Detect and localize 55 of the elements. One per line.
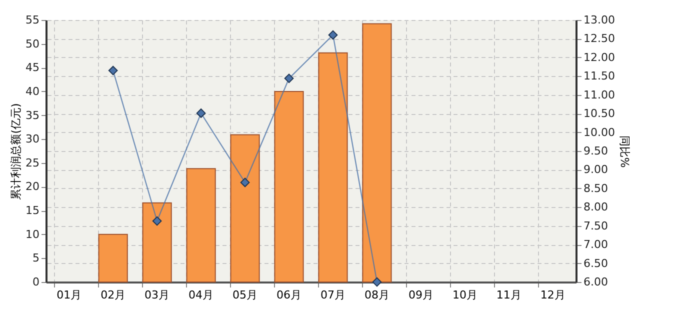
y2-tick-label: 11.50 xyxy=(584,70,615,83)
y-axis-title: 累计利润总额(亿元) xyxy=(10,103,23,200)
x-tick-label: 07月 xyxy=(320,288,346,302)
x-tick-label: 06月 xyxy=(276,288,302,302)
y-tick-label: 20 xyxy=(26,180,40,194)
x-tick-label: 12月 xyxy=(540,288,566,302)
y2-axis-title: 同比% xyxy=(618,135,631,168)
y-tick-label: 5 xyxy=(32,252,40,265)
point xyxy=(284,74,294,84)
x-tick-label: 02月 xyxy=(100,288,126,302)
point xyxy=(108,66,118,76)
bar xyxy=(186,168,216,282)
y2-tick-label: 10.00 xyxy=(584,126,615,139)
bar xyxy=(98,234,128,282)
y2-tick-label: 7.00 xyxy=(584,238,608,252)
bar xyxy=(318,52,348,282)
x-tick-label: 08月 xyxy=(364,288,390,302)
y-tick-label: 40 xyxy=(26,84,40,98)
y2-tick-label: 9.00 xyxy=(584,163,608,176)
bar xyxy=(230,134,260,282)
point xyxy=(328,30,338,40)
point xyxy=(372,277,382,287)
point xyxy=(152,216,162,226)
y2-tick-label: 8.00 xyxy=(584,200,608,214)
y2-tick-label: 13.00 xyxy=(584,14,615,26)
y2-tick-label: 6.00 xyxy=(584,276,608,288)
y2-tick-label: 12.50 xyxy=(584,32,615,46)
point xyxy=(196,108,206,118)
x-tick-label: 10月 xyxy=(452,288,478,302)
y-tick-label: 45 xyxy=(26,61,40,74)
y2-tick-label: 9.50 xyxy=(584,144,608,158)
y2-tick-label: 10.50 xyxy=(584,107,615,120)
y2-tick-label: 7.50 xyxy=(584,219,608,232)
x-tick-label: 01月 xyxy=(56,288,82,302)
y2-tick-label: 6.50 xyxy=(584,256,608,270)
y-tick-label: 30 xyxy=(26,132,40,146)
x-tick-label: 04月 xyxy=(188,288,214,302)
point xyxy=(240,178,250,188)
x-tick-label: 09月 xyxy=(408,288,434,302)
x-tick-label: 05月 xyxy=(232,288,258,302)
y2-tick-label: 8.50 xyxy=(584,182,608,195)
x-tick-label: 11月 xyxy=(496,288,522,302)
y-tick-label: 25 xyxy=(26,156,40,170)
x-tick-label: 03月 xyxy=(144,288,170,302)
y2-tick-label: 12.00 xyxy=(584,50,615,64)
bar xyxy=(274,90,304,282)
y-tick-label: 50 xyxy=(26,37,40,50)
bar xyxy=(362,23,392,282)
bar xyxy=(142,202,172,282)
y2-tick-label: 11.00 xyxy=(584,88,615,102)
y-tick-label: 35 xyxy=(26,108,40,122)
y-tick-label: 15 xyxy=(26,204,40,218)
y-tick-label: 10 xyxy=(26,228,40,241)
y-tick-label: 55 xyxy=(26,14,40,26)
y-tick-label: 0 xyxy=(32,276,40,288)
